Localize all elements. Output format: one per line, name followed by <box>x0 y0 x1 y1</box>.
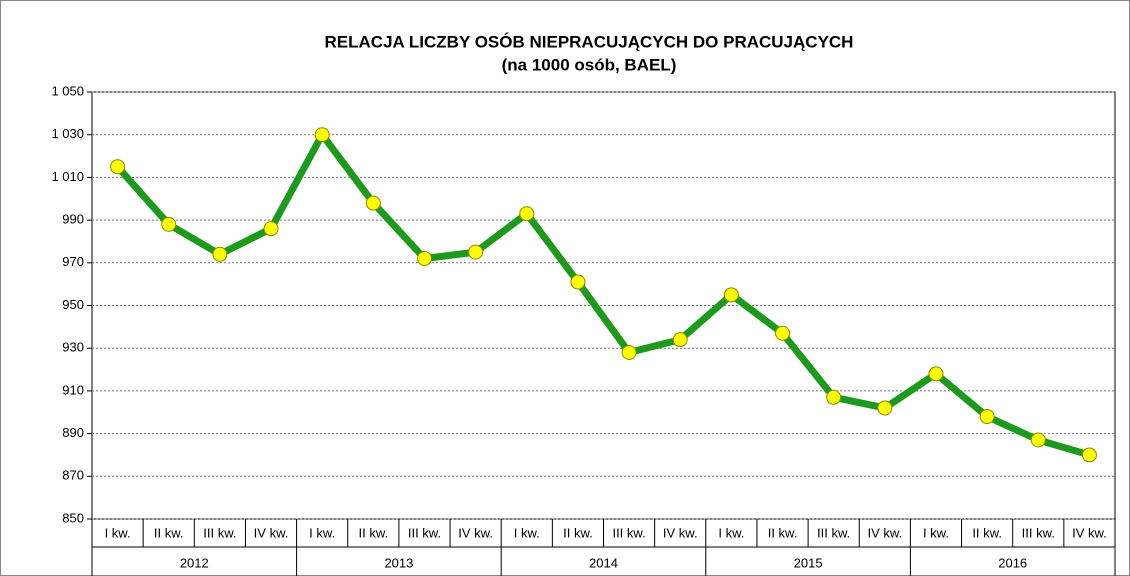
y-tick-label: 970 <box>62 254 84 269</box>
x-tick-label: II kw. <box>154 525 184 540</box>
data-marker <box>314 127 330 143</box>
x-tick-label: II kw. <box>768 525 798 540</box>
y-tick-label: 990 <box>62 212 84 227</box>
y-tick-label: 1 030 <box>51 126 84 141</box>
x-tick-label: I kw. <box>309 525 335 540</box>
data-marker <box>570 274 586 290</box>
data-marker <box>928 366 944 382</box>
data-marker <box>263 221 279 237</box>
x-tick-label: II kw. <box>972 525 1002 540</box>
data-marker <box>621 344 637 360</box>
data-marker <box>365 195 381 211</box>
x-tick-label: IV kw. <box>663 525 698 540</box>
y-tick-label: 930 <box>62 340 84 355</box>
data-line <box>114 131 1091 459</box>
x-tick-label: II kw. <box>563 525 593 540</box>
chart-subtitle: (na 1000 osób, BAEL) <box>502 55 677 74</box>
x-tick-label: III kw. <box>203 525 236 540</box>
y-tick-label: 870 <box>62 468 84 483</box>
x-tick-label: IV kw. <box>867 525 902 540</box>
data-marker <box>775 325 791 341</box>
data-marker <box>877 400 893 416</box>
x-group-label: 2016 <box>998 555 1027 570</box>
data-marker <box>1081 447 1097 463</box>
chart-title: RELACJA LICZBY OSÓB NIEPRACUJĄCYCH DO PR… <box>325 32 854 51</box>
data-marker <box>1030 432 1046 448</box>
y-tick-label: 850 <box>62 510 84 525</box>
y-tick-label: 890 <box>62 425 84 440</box>
data-marker <box>416 251 432 267</box>
x-tick-label: IV kw. <box>254 525 289 540</box>
x-tick-label: IV kw. <box>1072 525 1107 540</box>
data-marker <box>826 389 842 405</box>
x-tick-label: IV kw. <box>458 525 493 540</box>
data-marker <box>468 244 484 260</box>
data-marker <box>723 287 739 303</box>
data-marker <box>979 409 995 425</box>
data-marker <box>110 159 126 175</box>
x-tick-label: I kw. <box>105 525 131 540</box>
x-tick-label: III kw. <box>1022 525 1055 540</box>
x-tick-label: I kw. <box>923 525 949 540</box>
x-tick-label: III kw. <box>612 525 645 540</box>
x-group-label: 2012 <box>180 555 209 570</box>
y-tick-label: 910 <box>62 382 84 397</box>
x-tick-label: II kw. <box>359 525 389 540</box>
x-tick-label: I kw. <box>718 525 744 540</box>
data-marker <box>161 216 177 232</box>
x-tick-label: III kw. <box>817 525 850 540</box>
y-tick-label: 1 050 <box>51 83 84 98</box>
x-tick-label: III kw. <box>408 525 441 540</box>
x-group-label: 2015 <box>794 555 823 570</box>
data-marker <box>212 246 228 262</box>
y-tick-label: 950 <box>62 297 84 312</box>
data-marker <box>519 206 535 222</box>
x-tick-label: I kw. <box>514 525 540 540</box>
y-tick-label: 1 010 <box>51 169 84 184</box>
x-group-label: 2013 <box>384 555 413 570</box>
x-group-label: 2014 <box>589 555 618 570</box>
data-marker <box>672 332 688 348</box>
